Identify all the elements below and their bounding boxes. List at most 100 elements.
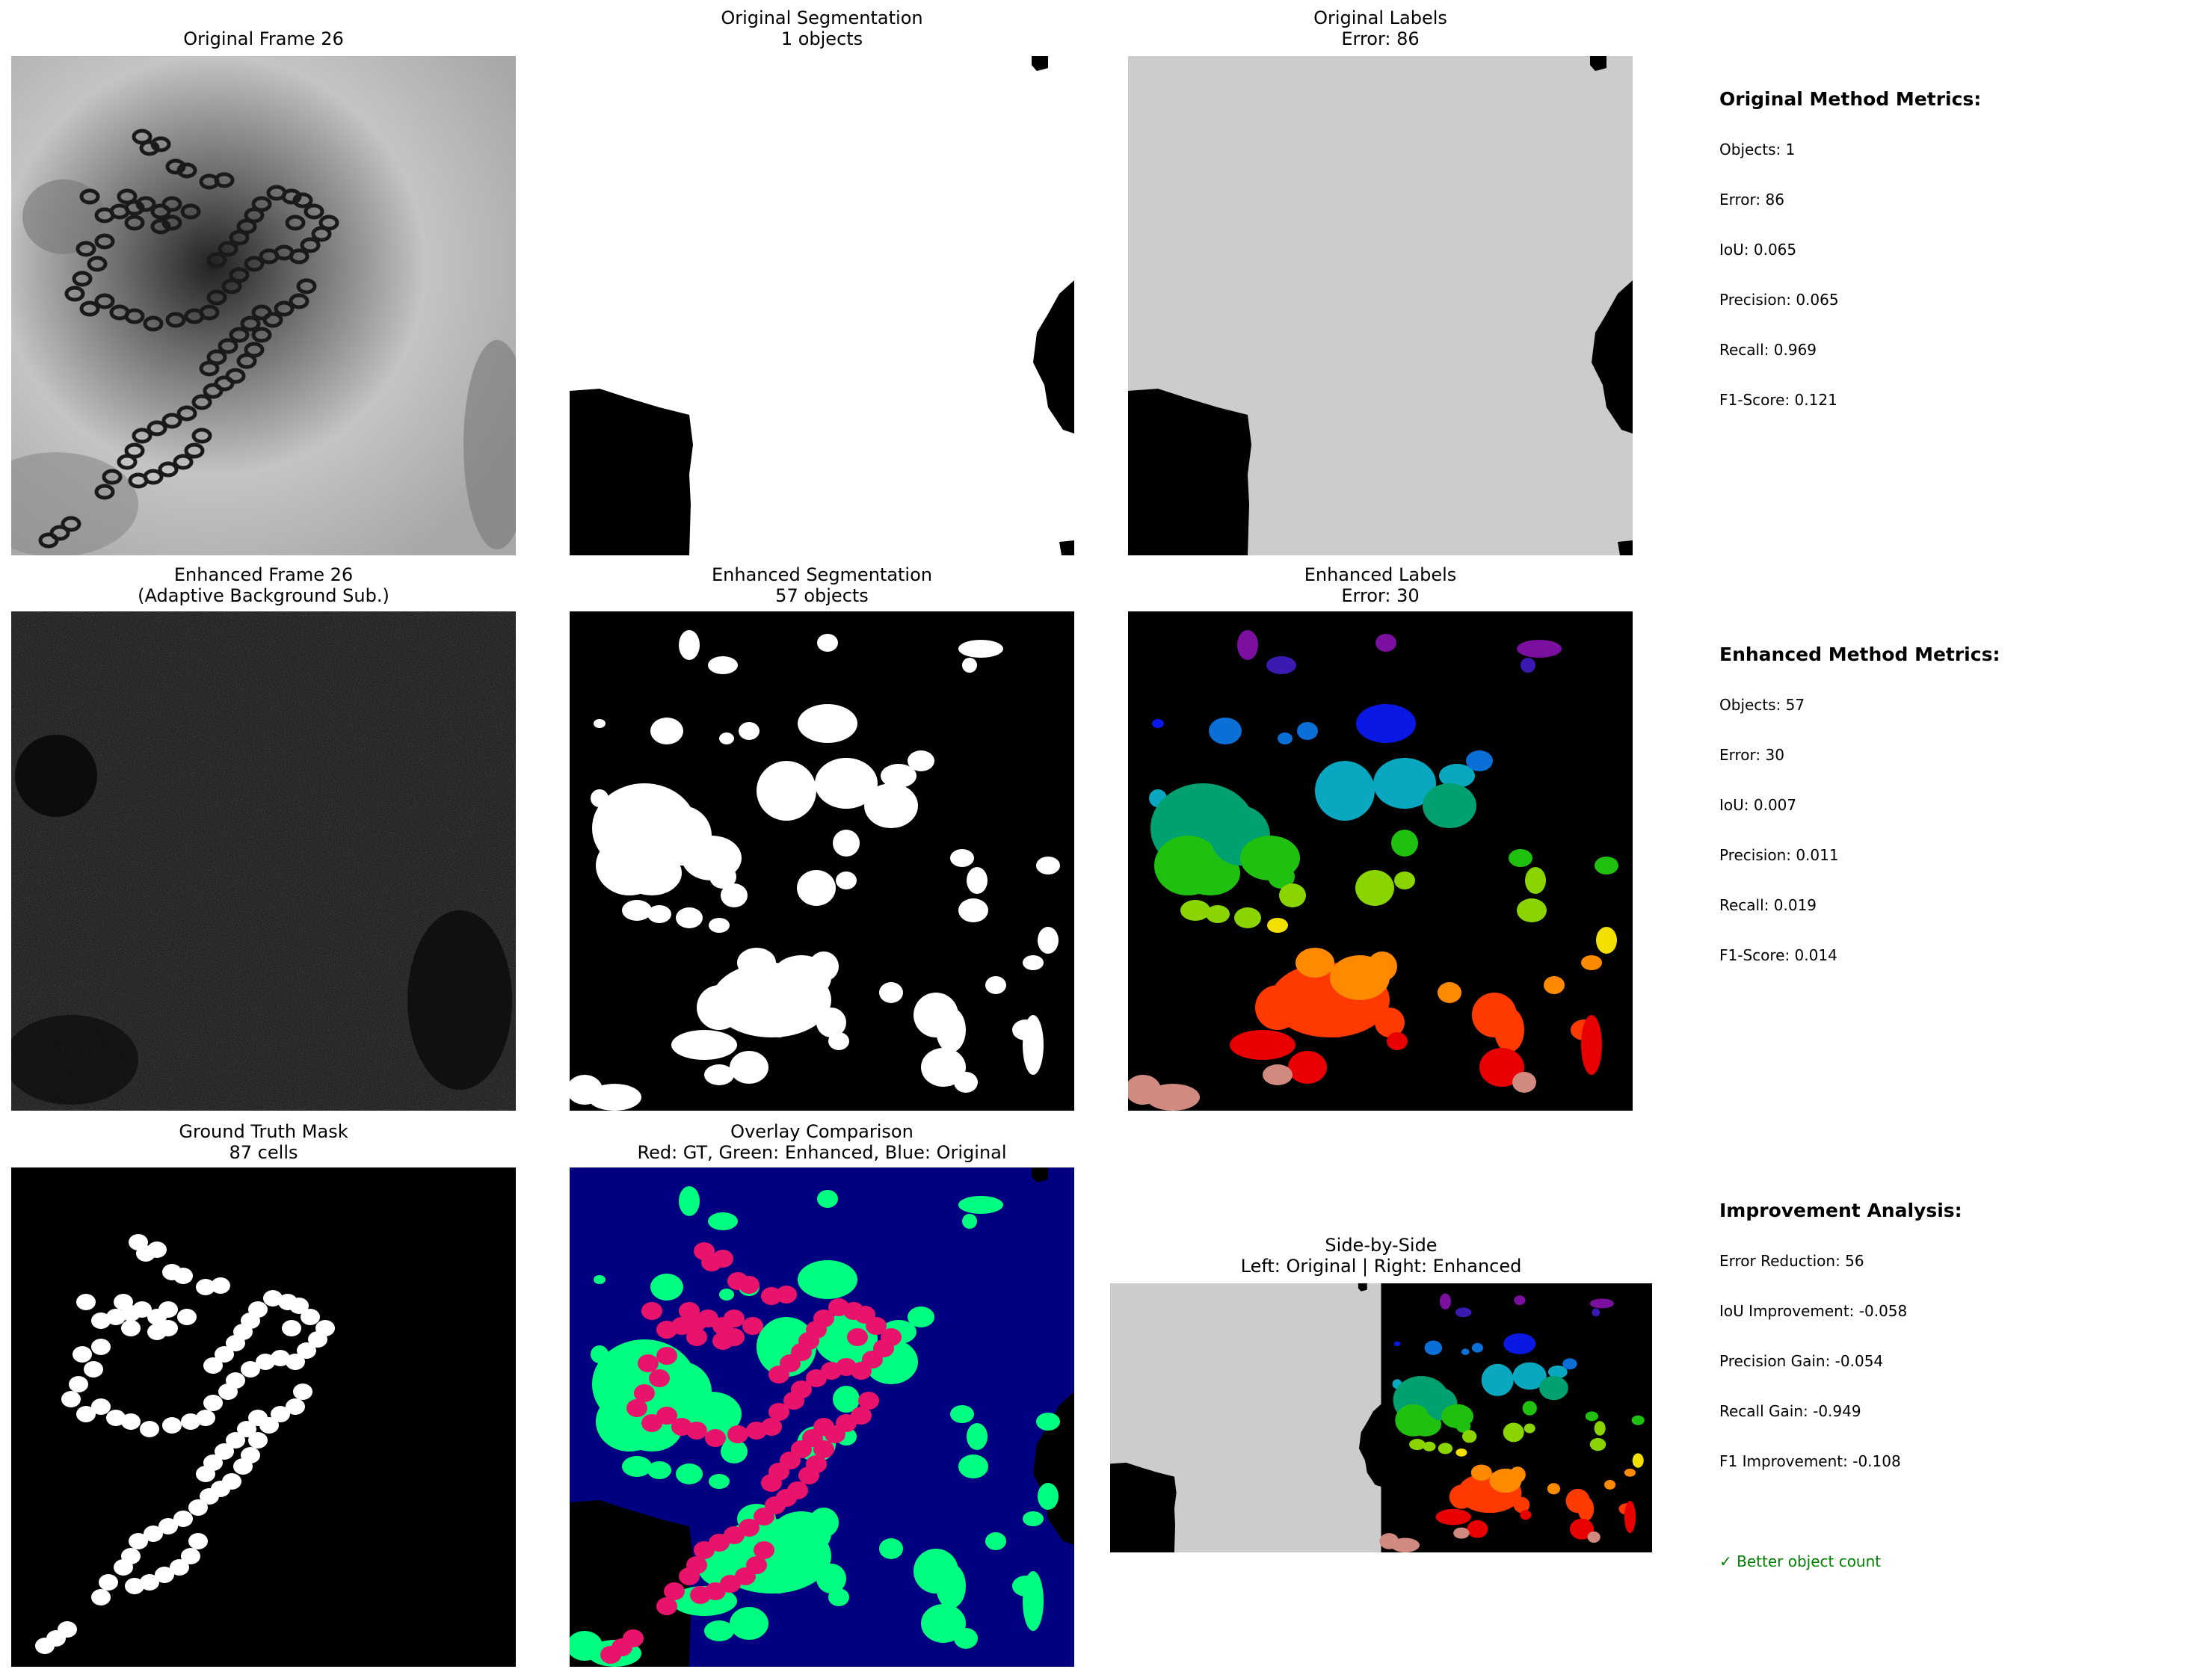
cell-outline <box>176 162 197 179</box>
cell-outline <box>79 188 100 205</box>
metrics-heading: Original Method Metrics: <box>1719 88 1982 110</box>
label-blob <box>1569 1518 1595 1540</box>
seg-blob <box>921 1048 966 1087</box>
label-blob <box>1581 1015 1602 1075</box>
gt-cell <box>140 1421 159 1437</box>
gt-cell <box>99 1574 118 1591</box>
gt-cell <box>226 1432 245 1449</box>
enhanced-blob <box>921 1604 966 1643</box>
label-blob <box>1592 1308 1601 1317</box>
label-blob <box>1470 1464 1492 1481</box>
label-blob <box>1266 656 1296 674</box>
label-blob <box>1296 948 1334 978</box>
gt-cell <box>121 1320 141 1336</box>
label-blob <box>1514 1295 1526 1306</box>
gt-cell <box>315 1320 335 1336</box>
label-blob <box>1509 849 1532 867</box>
title-line: 57 objects <box>775 585 869 606</box>
enhanced-blob <box>985 1532 1006 1550</box>
metric-line: Objects: 57 <box>1719 696 1805 714</box>
gt-cell <box>125 1578 144 1594</box>
seg-blob <box>1023 955 1044 970</box>
seg-blob <box>881 764 916 788</box>
cell-outline <box>161 215 182 231</box>
metric-line: Precision: 0.065 <box>1719 291 1839 309</box>
cell-outline <box>117 454 138 470</box>
enhanced-blob <box>719 1289 734 1301</box>
seg-blob <box>1023 1015 1044 1075</box>
cell-outline <box>132 428 153 444</box>
label-blob <box>1488 1505 1499 1514</box>
label-blob <box>1632 1453 1644 1468</box>
gt-cell <box>91 1398 111 1415</box>
gt-cell <box>226 1335 245 1351</box>
gt-cell <box>76 1406 96 1422</box>
gt-cell <box>155 1567 174 1583</box>
label-blob <box>1512 1362 1547 1390</box>
seg-blob <box>647 905 671 923</box>
gt-cell <box>91 1339 111 1355</box>
seg-blob <box>1036 857 1060 874</box>
gt-cell <box>271 1350 290 1366</box>
label-blob <box>1585 1411 1599 1422</box>
metric-line: IoU Improvement: -0.058 <box>1719 1302 1908 1320</box>
gt-overlay-cell <box>791 1381 812 1398</box>
label-blob <box>1455 1448 1467 1457</box>
label-blob <box>1206 905 1230 923</box>
title-line: Original Segmentation <box>721 7 923 28</box>
gt-overlay-cell <box>623 1629 644 1647</box>
cell-outline <box>191 394 212 410</box>
title-line: Error: 86 <box>1341 28 1420 49</box>
label-blob <box>1596 927 1617 954</box>
cell-outline <box>158 461 179 478</box>
gt-overlay-cell <box>686 1328 707 1346</box>
label-blob <box>1375 634 1396 652</box>
cell-outline <box>244 256 265 272</box>
label-blob <box>1589 1437 1606 1452</box>
gt-cell <box>200 1488 219 1505</box>
seg-blob <box>622 900 652 921</box>
ground-truth-image <box>11 1167 516 1667</box>
gt-cell <box>297 1342 316 1359</box>
enhanced-blob <box>650 1274 683 1301</box>
label-blob <box>1587 1531 1601 1543</box>
gt-cell <box>196 1279 215 1295</box>
label-blob <box>1209 718 1242 744</box>
label-blob <box>1438 1443 1453 1454</box>
enhanced-blob <box>594 1275 606 1284</box>
gt-cell <box>233 1458 253 1475</box>
label-blob <box>1581 955 1602 970</box>
label-blob <box>1409 1439 1426 1451</box>
gt-cell <box>84 1361 103 1378</box>
gt-cell <box>211 1277 230 1294</box>
metric-line: Error: 30 <box>1719 746 1784 764</box>
seg-blob <box>950 849 974 867</box>
panel-title: Enhanced Labels Error: 30 <box>1128 564 1633 606</box>
label-blob <box>1355 870 1394 906</box>
cell-outline <box>61 516 81 532</box>
seg-blob <box>757 761 816 821</box>
gt-overlay-cell <box>798 1466 819 1484</box>
cell-outline <box>94 484 115 500</box>
gt-cell <box>196 1410 215 1426</box>
seg-blob <box>809 951 839 981</box>
metric-line: Recall Gain: -0.949 <box>1719 1402 1861 1420</box>
gt-overlay-cell <box>634 1384 655 1402</box>
label-blob <box>1279 883 1306 907</box>
enhanced-blob <box>679 1186 700 1216</box>
cell-outline <box>124 215 145 231</box>
gt-overlay-cell <box>813 1418 834 1436</box>
label-blob <box>1237 630 1258 660</box>
label-blob <box>1391 830 1418 857</box>
label-blob <box>1479 1048 1524 1087</box>
seg-blob <box>816 1008 846 1037</box>
seg-blob <box>815 758 878 809</box>
seg-blob <box>676 907 703 928</box>
original-labels-image <box>1128 56 1633 555</box>
enhanced-blob <box>730 1607 768 1640</box>
seg-blob <box>737 948 776 978</box>
enhanced-blob <box>1023 1511 1044 1526</box>
label-blob <box>1423 1441 1436 1452</box>
cell-outline <box>304 203 324 220</box>
label-blob <box>1547 1483 1561 1495</box>
